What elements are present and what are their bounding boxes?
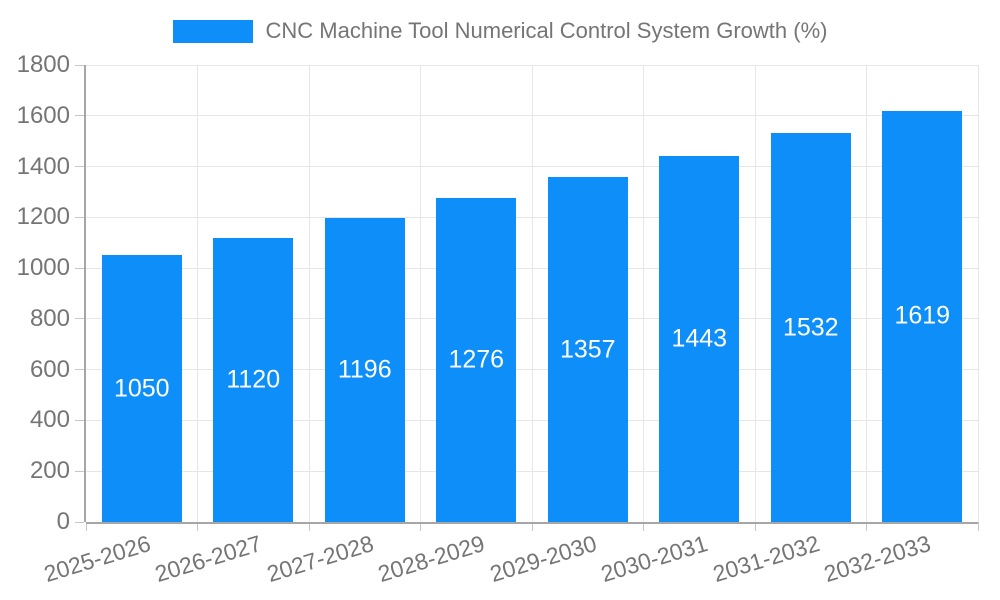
bar-value-label: 1120 — [226, 365, 281, 394]
x-axis-tick-mark — [754, 522, 756, 531]
x-axis-tick-mark — [977, 522, 979, 531]
bar[interactable]: 1276 — [436, 198, 517, 522]
y-axis-tick-mark — [75, 470, 84, 472]
bar-value-label: 1357 — [559, 335, 616, 364]
y-axis-tick-mark — [75, 521, 84, 523]
bar[interactable]: 1196 — [324, 218, 405, 522]
x-axis-tick-label: 2025-2026 — [40, 530, 154, 588]
y-axis-tick-label: 1200 — [16, 203, 70, 231]
x-axis-tick-mark — [531, 522, 533, 531]
y-axis-tick-label: 400 — [29, 406, 70, 434]
plot-area: 1050 1120 1196 1276 1357 1443 1532 1619 — [75, 64, 979, 531]
gridline-vertical — [866, 65, 867, 522]
y-axis-tick-label: 800 — [29, 304, 70, 332]
x-axis-tick-label: 2028-2029 — [375, 530, 488, 588]
y-axis-line — [84, 65, 86, 522]
bar[interactable]: 1120 — [213, 237, 294, 522]
bar[interactable]: 1357 — [547, 177, 628, 522]
y-axis-tick-mark — [75, 64, 84, 66]
x-axis-tick-label: 2031-2032 — [709, 530, 823, 588]
y-axis-tick-mark — [75, 166, 84, 168]
x-axis-tick-mark — [643, 522, 644, 531]
legend: CNC Machine Tool Numerical Control Syste… — [0, 18, 1000, 44]
y-axis-tick-label: 1800 — [16, 51, 70, 78]
x-axis-tick-mark — [866, 522, 867, 531]
y-axis-tick-mark — [75, 369, 84, 371]
x-axis-line — [86, 522, 978, 524]
x-axis-tick-mark — [85, 522, 87, 531]
x-axis-tick-label: 2029-2030 — [486, 530, 600, 588]
y-axis-tick-mark — [75, 318, 84, 320]
x-axis-tick-label: 2030-2031 — [598, 530, 711, 588]
gridline-vertical — [197, 65, 198, 522]
gridline-vertical — [531, 65, 533, 522]
bar[interactable]: 1532 — [770, 133, 851, 522]
y-axis-tick-label: 1600 — [16, 101, 70, 129]
gridline-vertical — [977, 65, 979, 522]
y-axis-tick-mark — [75, 115, 84, 117]
y-axis-tick-mark — [75, 267, 84, 269]
x-axis-tick-mark — [420, 522, 421, 531]
bar-value-label: 1532 — [782, 313, 839, 342]
x-axis-tick-label: 2027-2028 — [263, 530, 377, 588]
bar-value-label: 1196 — [337, 355, 392, 384]
bar-value-label: 1619 — [894, 301, 951, 330]
x-axis-tick-mark — [308, 522, 310, 531]
y-axis-tick-label: 600 — [29, 355, 70, 383]
x-axis-tick-label: 2032-2033 — [821, 530, 934, 588]
y-axis-tick-mark — [75, 216, 84, 218]
legend-label[interactable]: CNC Machine Tool Numerical Control Syste… — [265, 18, 828, 43]
legend-swatch[interactable] — [172, 19, 253, 43]
bar-value-label: 1050 — [113, 374, 170, 403]
bar[interactable]: 1443 — [659, 155, 740, 522]
y-axis-tick-label: 1400 — [16, 152, 70, 180]
x-axis-tick-mark — [197, 522, 198, 531]
y-axis-tick-label: 0 — [56, 508, 70, 535]
bar-value-label: 1276 — [448, 345, 505, 374]
gridline-vertical — [754, 65, 756, 522]
x-axis-tick-label: 2026-2027 — [152, 530, 265, 588]
y-axis-tick-label: 1000 — [16, 254, 70, 282]
y-axis-tick-mark — [75, 419, 84, 421]
bar[interactable]: 1050 — [101, 255, 182, 522]
gridline-vertical — [643, 65, 644, 522]
gridline-vertical — [308, 65, 310, 522]
bar-value-label: 1443 — [671, 324, 728, 353]
bar[interactable]: 1619 — [882, 110, 963, 522]
y-axis-tick-label: 200 — [29, 457, 70, 485]
gridline-vertical — [420, 65, 421, 522]
